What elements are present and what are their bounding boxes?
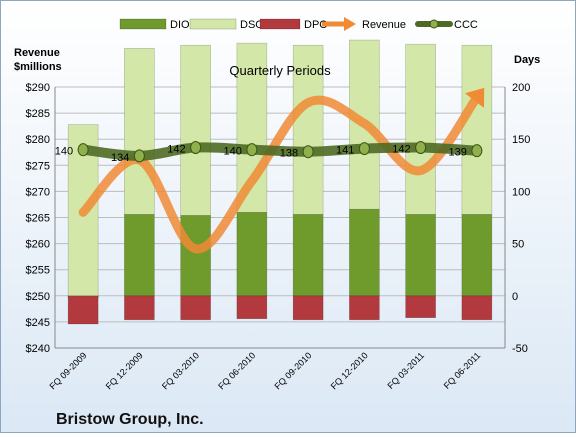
left-axis-label-line1: Revenue [14,47,60,59]
left-tick-label: $255 [26,265,50,277]
bar-dpo [180,295,211,321]
ccc-data-label: 141 [336,145,354,157]
left-tick-label: $240 [26,343,50,355]
legend-label-dio: DIO [170,19,190,31]
ccc-point [77,143,89,157]
bar-dpo [67,295,99,325]
bar-dio [349,208,380,297]
bar-dso [236,42,268,213]
bar-dio [405,214,436,297]
left-tick-label: $260 [26,239,50,251]
bar-dso [405,43,436,215]
ccc-data-label: 134 [111,152,129,164]
ccc-data-label: 140 [55,146,73,158]
ccc-data-label: 142 [392,144,410,156]
bar-dpo [405,295,436,319]
left-tick-label: $275 [26,160,50,172]
left-tick-label: $285 [26,108,50,120]
bar-dio [180,215,211,297]
ccc-point [246,143,258,157]
legend-swatch-dio [119,18,167,30]
left-tick-label: $290 [26,82,50,94]
ccc-data-label: 138 [280,148,298,160]
revenue-arrowhead [464,87,485,108]
legend-label-dso: DSO [240,19,264,31]
legend-arrowhead [344,17,356,31]
left-tick-label: $250 [26,291,50,303]
right-tick-label: 50 [512,239,524,251]
left-tick-label: $245 [26,317,50,329]
legend: DIO DSO DPO Revenue CCC [119,17,478,31]
ccc-point [190,141,202,155]
bar-dso [461,44,493,215]
ccc-data-label: 140 [224,146,242,158]
left-axis-label-line2: $millions [14,61,62,73]
bar-dio [292,214,324,297]
left-tick-label: $265 [26,213,50,225]
bar-dpo [461,295,493,321]
bar-dio [124,214,155,297]
ccc-data-label: 142 [167,144,185,156]
bar-dpo [349,295,380,321]
right-tick-label: 0 [512,291,518,303]
right-axis-label: Days [514,54,540,66]
right-tick-label: 150 [512,134,530,146]
bar-dpo [236,295,268,320]
bars [67,39,493,325]
bar-dpo [292,295,324,321]
right-tick-label: 200 [512,82,530,94]
legend-label-revenue: Revenue [362,19,406,31]
right-tick-label: -50 [512,343,528,355]
ccc-point [133,149,145,163]
chart-title: Quarterly Periods [229,63,331,78]
ccc-point [358,142,370,156]
bar-dpo [124,295,155,321]
legend-label-ccc: CCC [454,19,478,31]
company-name: Bristow Group, Inc. [56,411,204,428]
legend-ccc-marker [429,19,439,29]
bar-dso [180,44,211,216]
left-tick-label: $270 [26,186,50,198]
ccc-point [302,145,314,159]
lines: 140 134 142 140 138 141 142 139 [55,87,485,254]
bar-dso [124,48,155,215]
ccc-point [415,141,427,155]
bar-dso [292,44,324,215]
left-tick-label: $280 [26,134,50,146]
ccc-data-label: 139 [449,147,467,159]
legend-swatch-dpo [259,18,301,30]
bar-dio [236,211,268,297]
legend-swatch-dso [189,18,237,30]
bar-dio [461,214,493,297]
right-tick-label: 100 [512,186,530,198]
ccc-point [471,144,483,158]
